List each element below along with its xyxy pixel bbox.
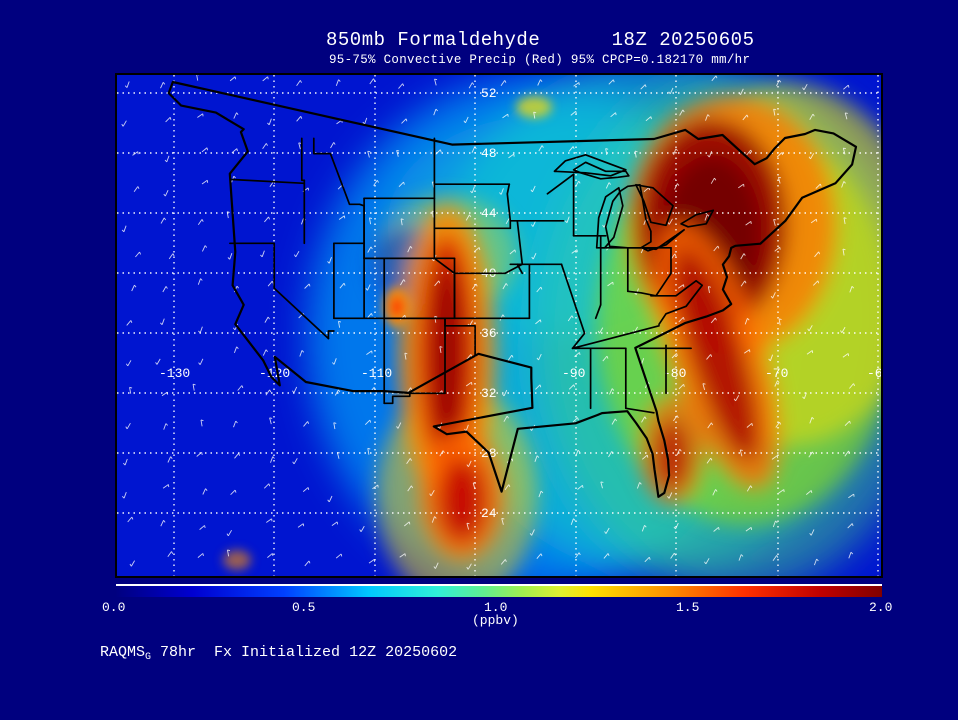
- svg-text:-90: -90: [562, 366, 585, 381]
- svg-text:-60: -60: [867, 366, 883, 381]
- svg-text:-130: -130: [159, 366, 190, 381]
- svg-text:48: 48: [481, 146, 497, 161]
- svg-text:-70: -70: [765, 366, 788, 381]
- svg-text:24: 24: [481, 506, 497, 521]
- svg-text:44: 44: [481, 206, 497, 221]
- svg-text:32: 32: [481, 386, 497, 401]
- svg-text:36: 36: [481, 326, 497, 341]
- svg-text:-110: -110: [361, 366, 392, 381]
- svg-text:52: 52: [481, 86, 497, 101]
